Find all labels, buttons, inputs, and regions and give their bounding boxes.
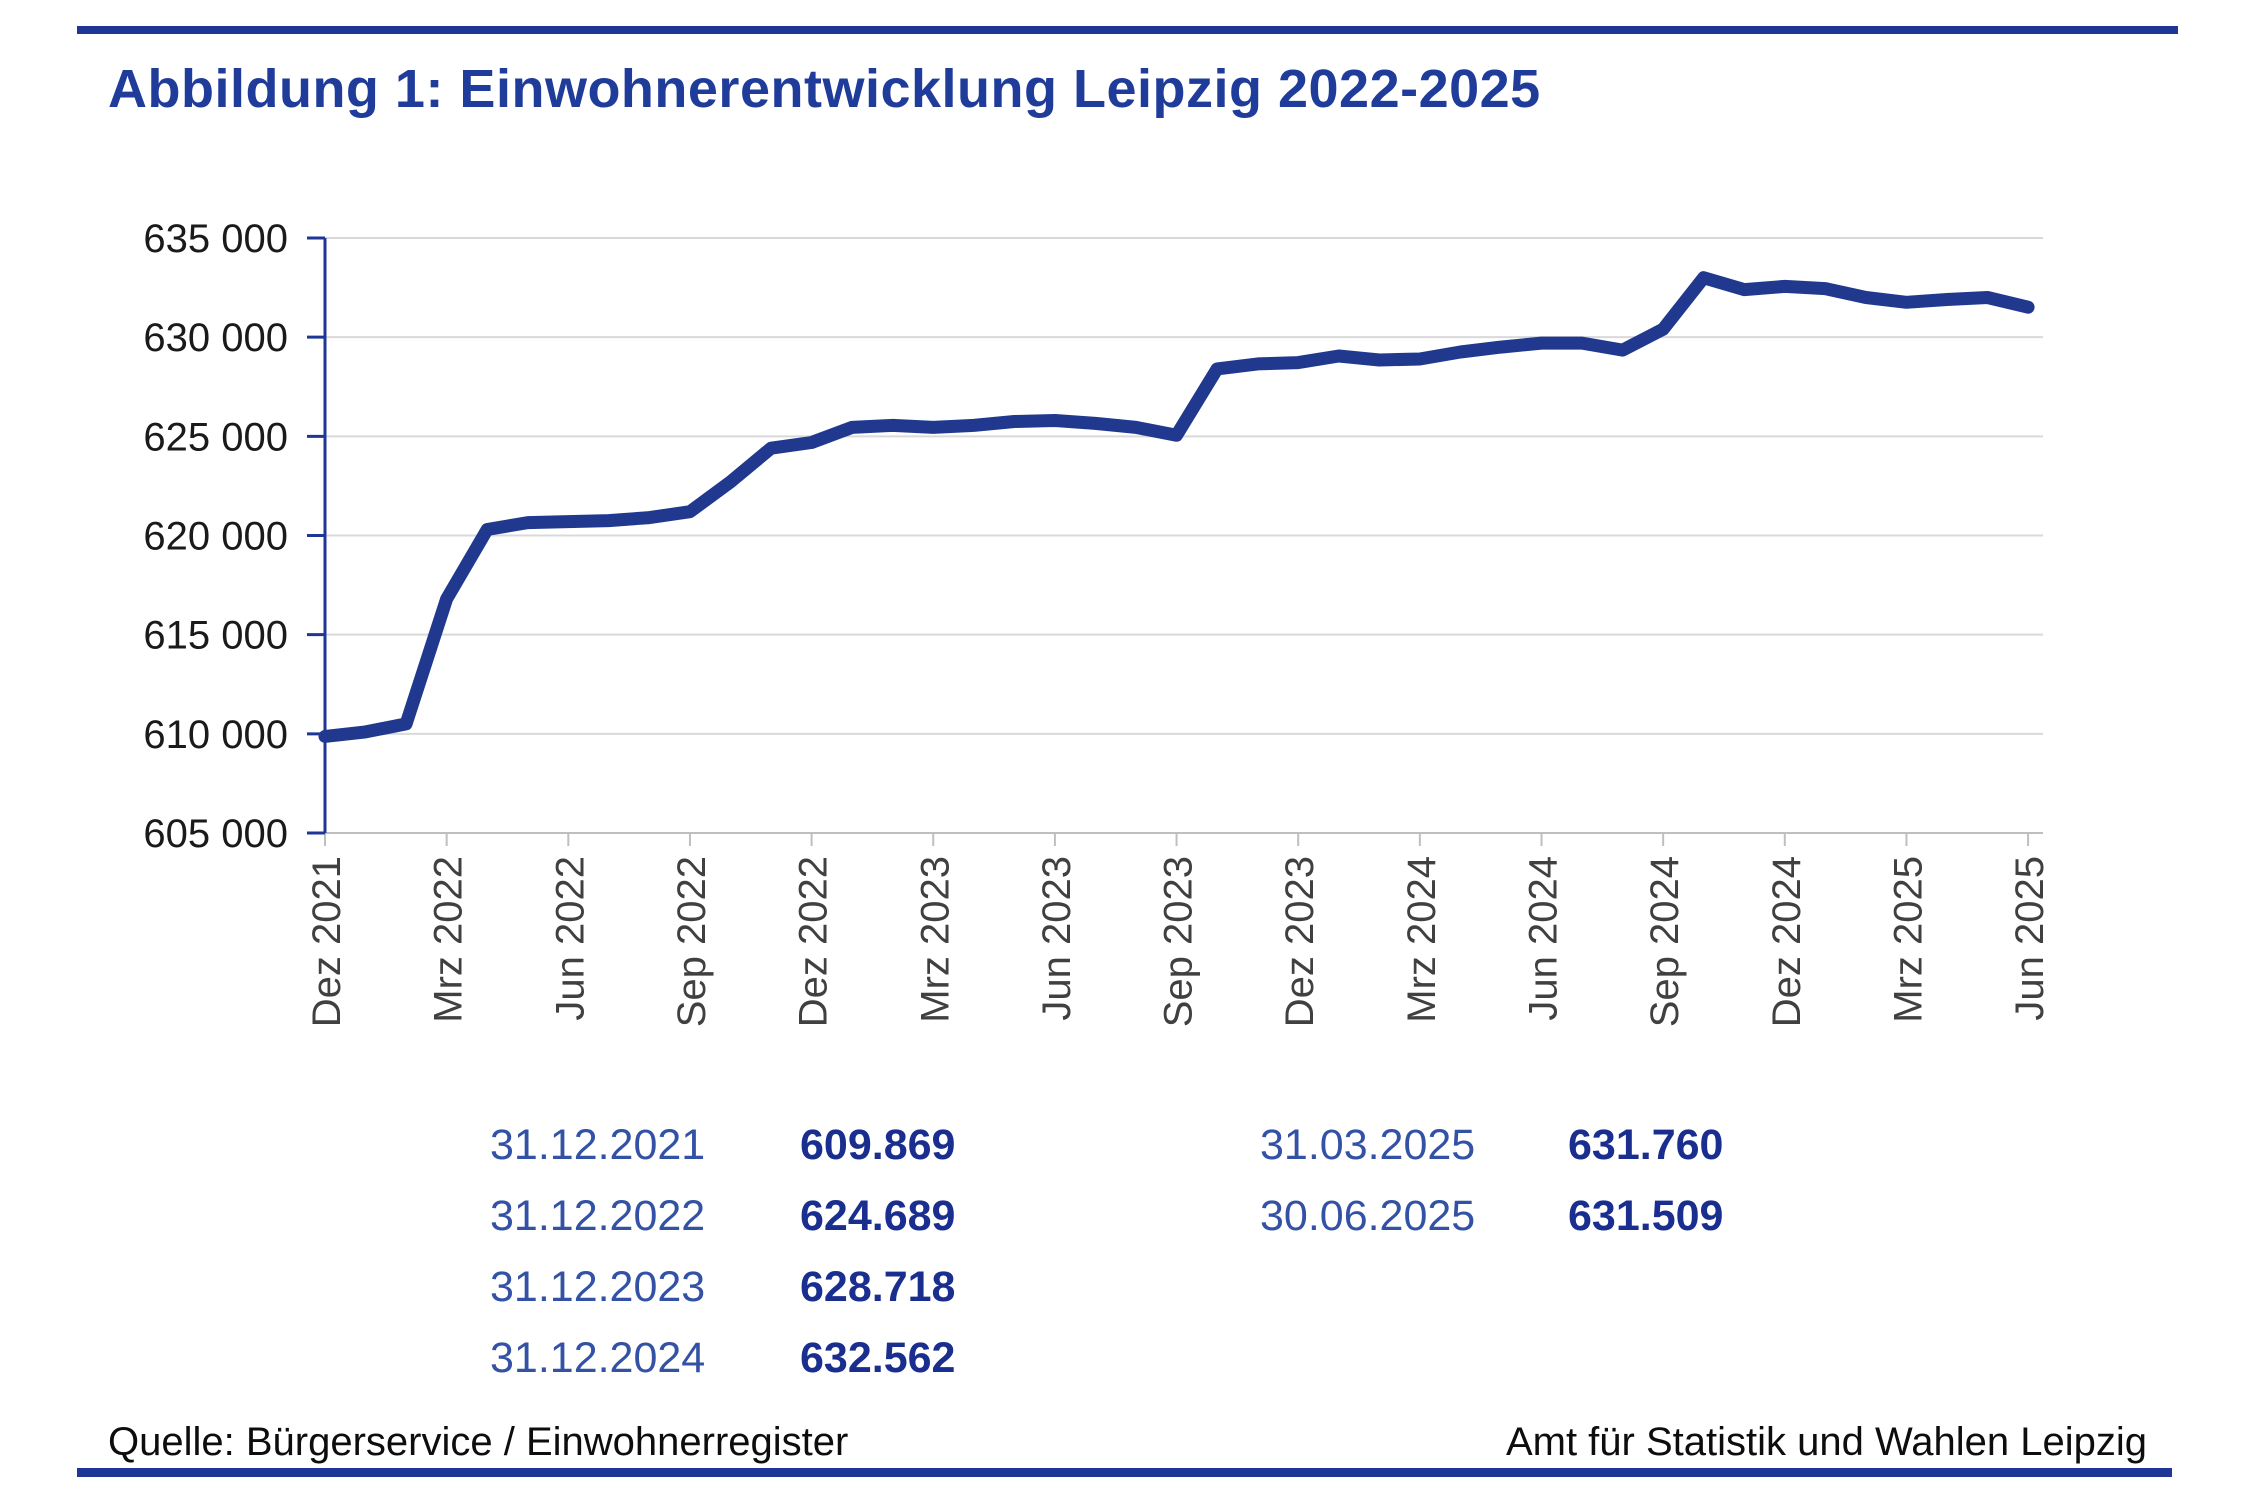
annotation-date: 30.06.2025 — [1260, 1192, 1476, 1240]
x-tick-label: Mrz 2022 — [427, 856, 471, 1023]
x-tick-label: Sep 2023 — [1157, 856, 1201, 1027]
annotation-value: 628.718 — [800, 1263, 956, 1311]
annotation-date: 31.12.2024 — [490, 1334, 706, 1382]
annotation-value: 631.509 — [1568, 1192, 1724, 1240]
x-tick-label: Dez 2023 — [1278, 856, 1322, 1027]
population-line-chart: Dez 2021 Mrz 2022 Jun 2022 Sep 2022 Dez 2022… — [143, 217, 2052, 1027]
top-rule — [77, 26, 2178, 34]
bottom-rule — [77, 1468, 2172, 1477]
y-tick-label: 615 000 — [143, 614, 288, 658]
x-tick-label: Jun 2024 — [1522, 856, 1566, 1021]
annotation-date: 31.12.2021 — [490, 1121, 706, 1169]
publisher-note: Amt für Statistik und Wahlen Leipzig — [1505, 1420, 2147, 1464]
y-tick-label: 630 000 — [143, 316, 288, 360]
x-tick-label: Mrz 2025 — [1886, 856, 1930, 1023]
annotation-value: 631.760 — [1568, 1121, 1724, 1169]
x-tick-label: Jun 2022 — [548, 856, 592, 1021]
annotation-value: 632.562 — [800, 1334, 956, 1382]
x-tick-label: Jun 2025 — [2008, 856, 2052, 1021]
x-tick-label: Dez 2022 — [792, 856, 836, 1027]
population-series-line — [318, 271, 2035, 743]
annotation-value: 624.689 — [800, 1192, 956, 1240]
annotation-date: 31.12.2023 — [490, 1263, 706, 1311]
source-note: Quelle: Bürgerservice / Einwohnerregiste… — [108, 1420, 849, 1464]
x-tick-label: Mrz 2024 — [1400, 856, 1444, 1023]
x-tick-label: Sep 2022 — [670, 856, 714, 1027]
x-tick-label: Sep 2024 — [1643, 856, 1687, 1027]
x-tick-label: Dez 2021 — [305, 856, 349, 1027]
annotation-value: 609.869 — [800, 1121, 956, 1169]
y-tick-label: 620 000 — [143, 515, 288, 559]
y-tick-label: 605 000 — [143, 812, 288, 856]
page-title: Abbildung 1: Einwohnerentwicklung Leipzi… — [108, 59, 1541, 119]
x-tick-label: Jun 2023 — [1035, 856, 1079, 1021]
y-tick-label: 635 000 — [143, 217, 288, 261]
y-tick-label: 625 000 — [143, 415, 288, 459]
x-tick-label: Dez 2024 — [1765, 856, 1809, 1027]
annotation-date: 31.12.2022 — [490, 1192, 706, 1240]
annotation-date: 31.03.2025 — [1260, 1121, 1476, 1169]
x-tick-label: Mrz 2023 — [913, 856, 957, 1023]
y-tick-label: 610 000 — [143, 713, 288, 757]
